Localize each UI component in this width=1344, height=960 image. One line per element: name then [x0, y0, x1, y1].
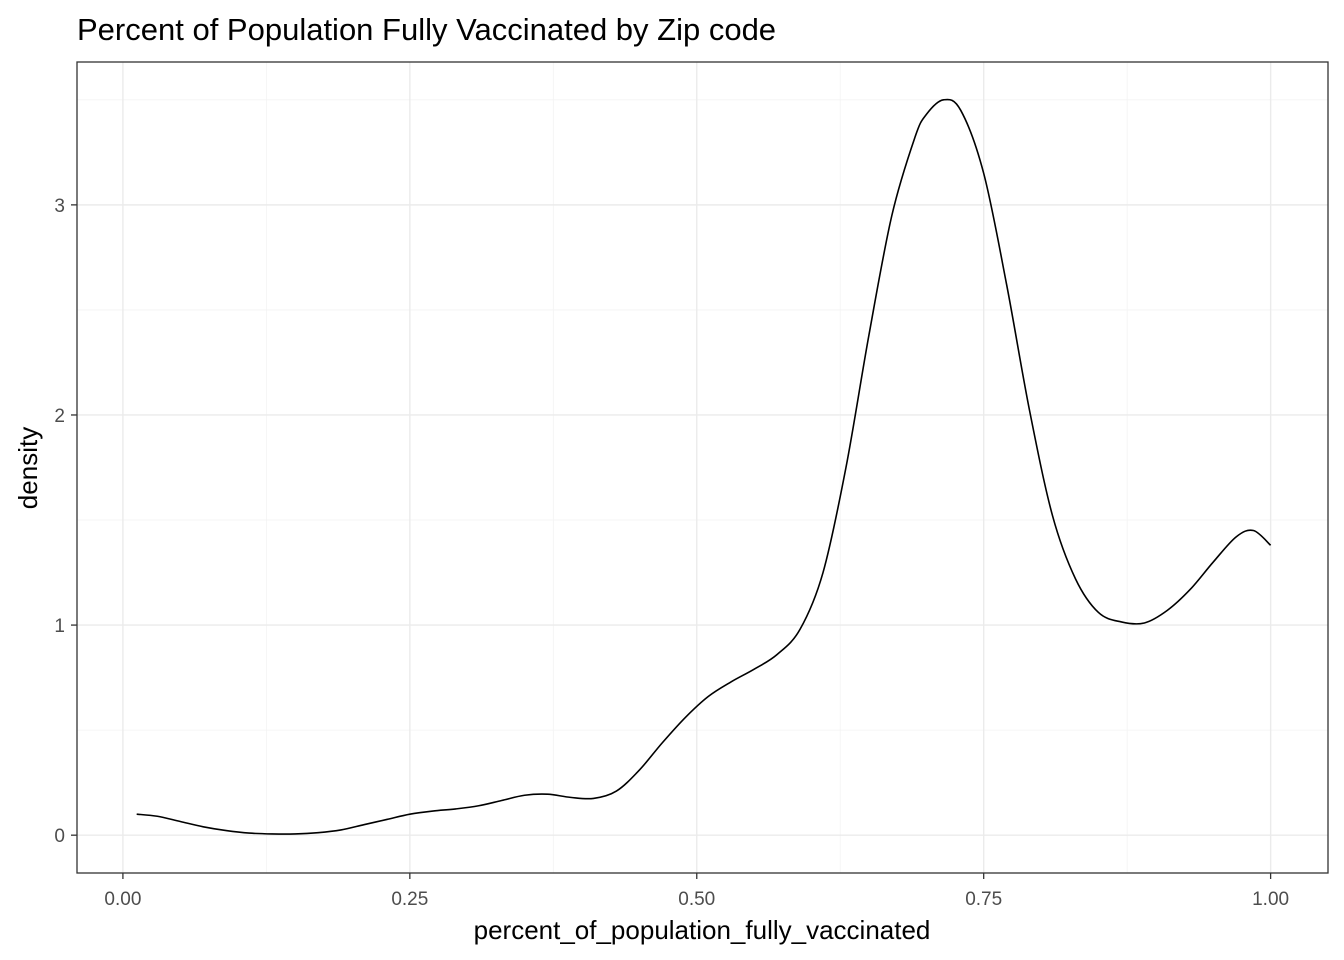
x-tick-label: 0.25 [391, 889, 428, 910]
plot-panel [76, 61, 1329, 874]
y-tick-label: 0 [54, 826, 65, 847]
y-tick-label: 2 [54, 406, 65, 427]
chart-title: Percent of Population Fully Vaccinated b… [77, 12, 776, 47]
x-axis-title: percent_of_population_fully_vaccinated [474, 915, 931, 945]
y-axis-title: density [13, 427, 43, 509]
y-tick-label: 1 [54, 616, 65, 637]
x-tick-label: 0.50 [678, 889, 715, 910]
density-series [136, 98, 1272, 835]
grid-lines [77, 62, 1328, 873]
x-tick-label: 0.00 [104, 889, 141, 910]
axis-ticks: 0.00 0.25 0.50 0.75 1.00 0 1 2 3 [54, 196, 1289, 910]
x-tick-label: 0.75 [965, 889, 1002, 910]
y-tick-label: 3 [54, 196, 65, 217]
x-tick-label: 1.00 [1252, 889, 1289, 910]
density-line [136, 98, 1272, 835]
